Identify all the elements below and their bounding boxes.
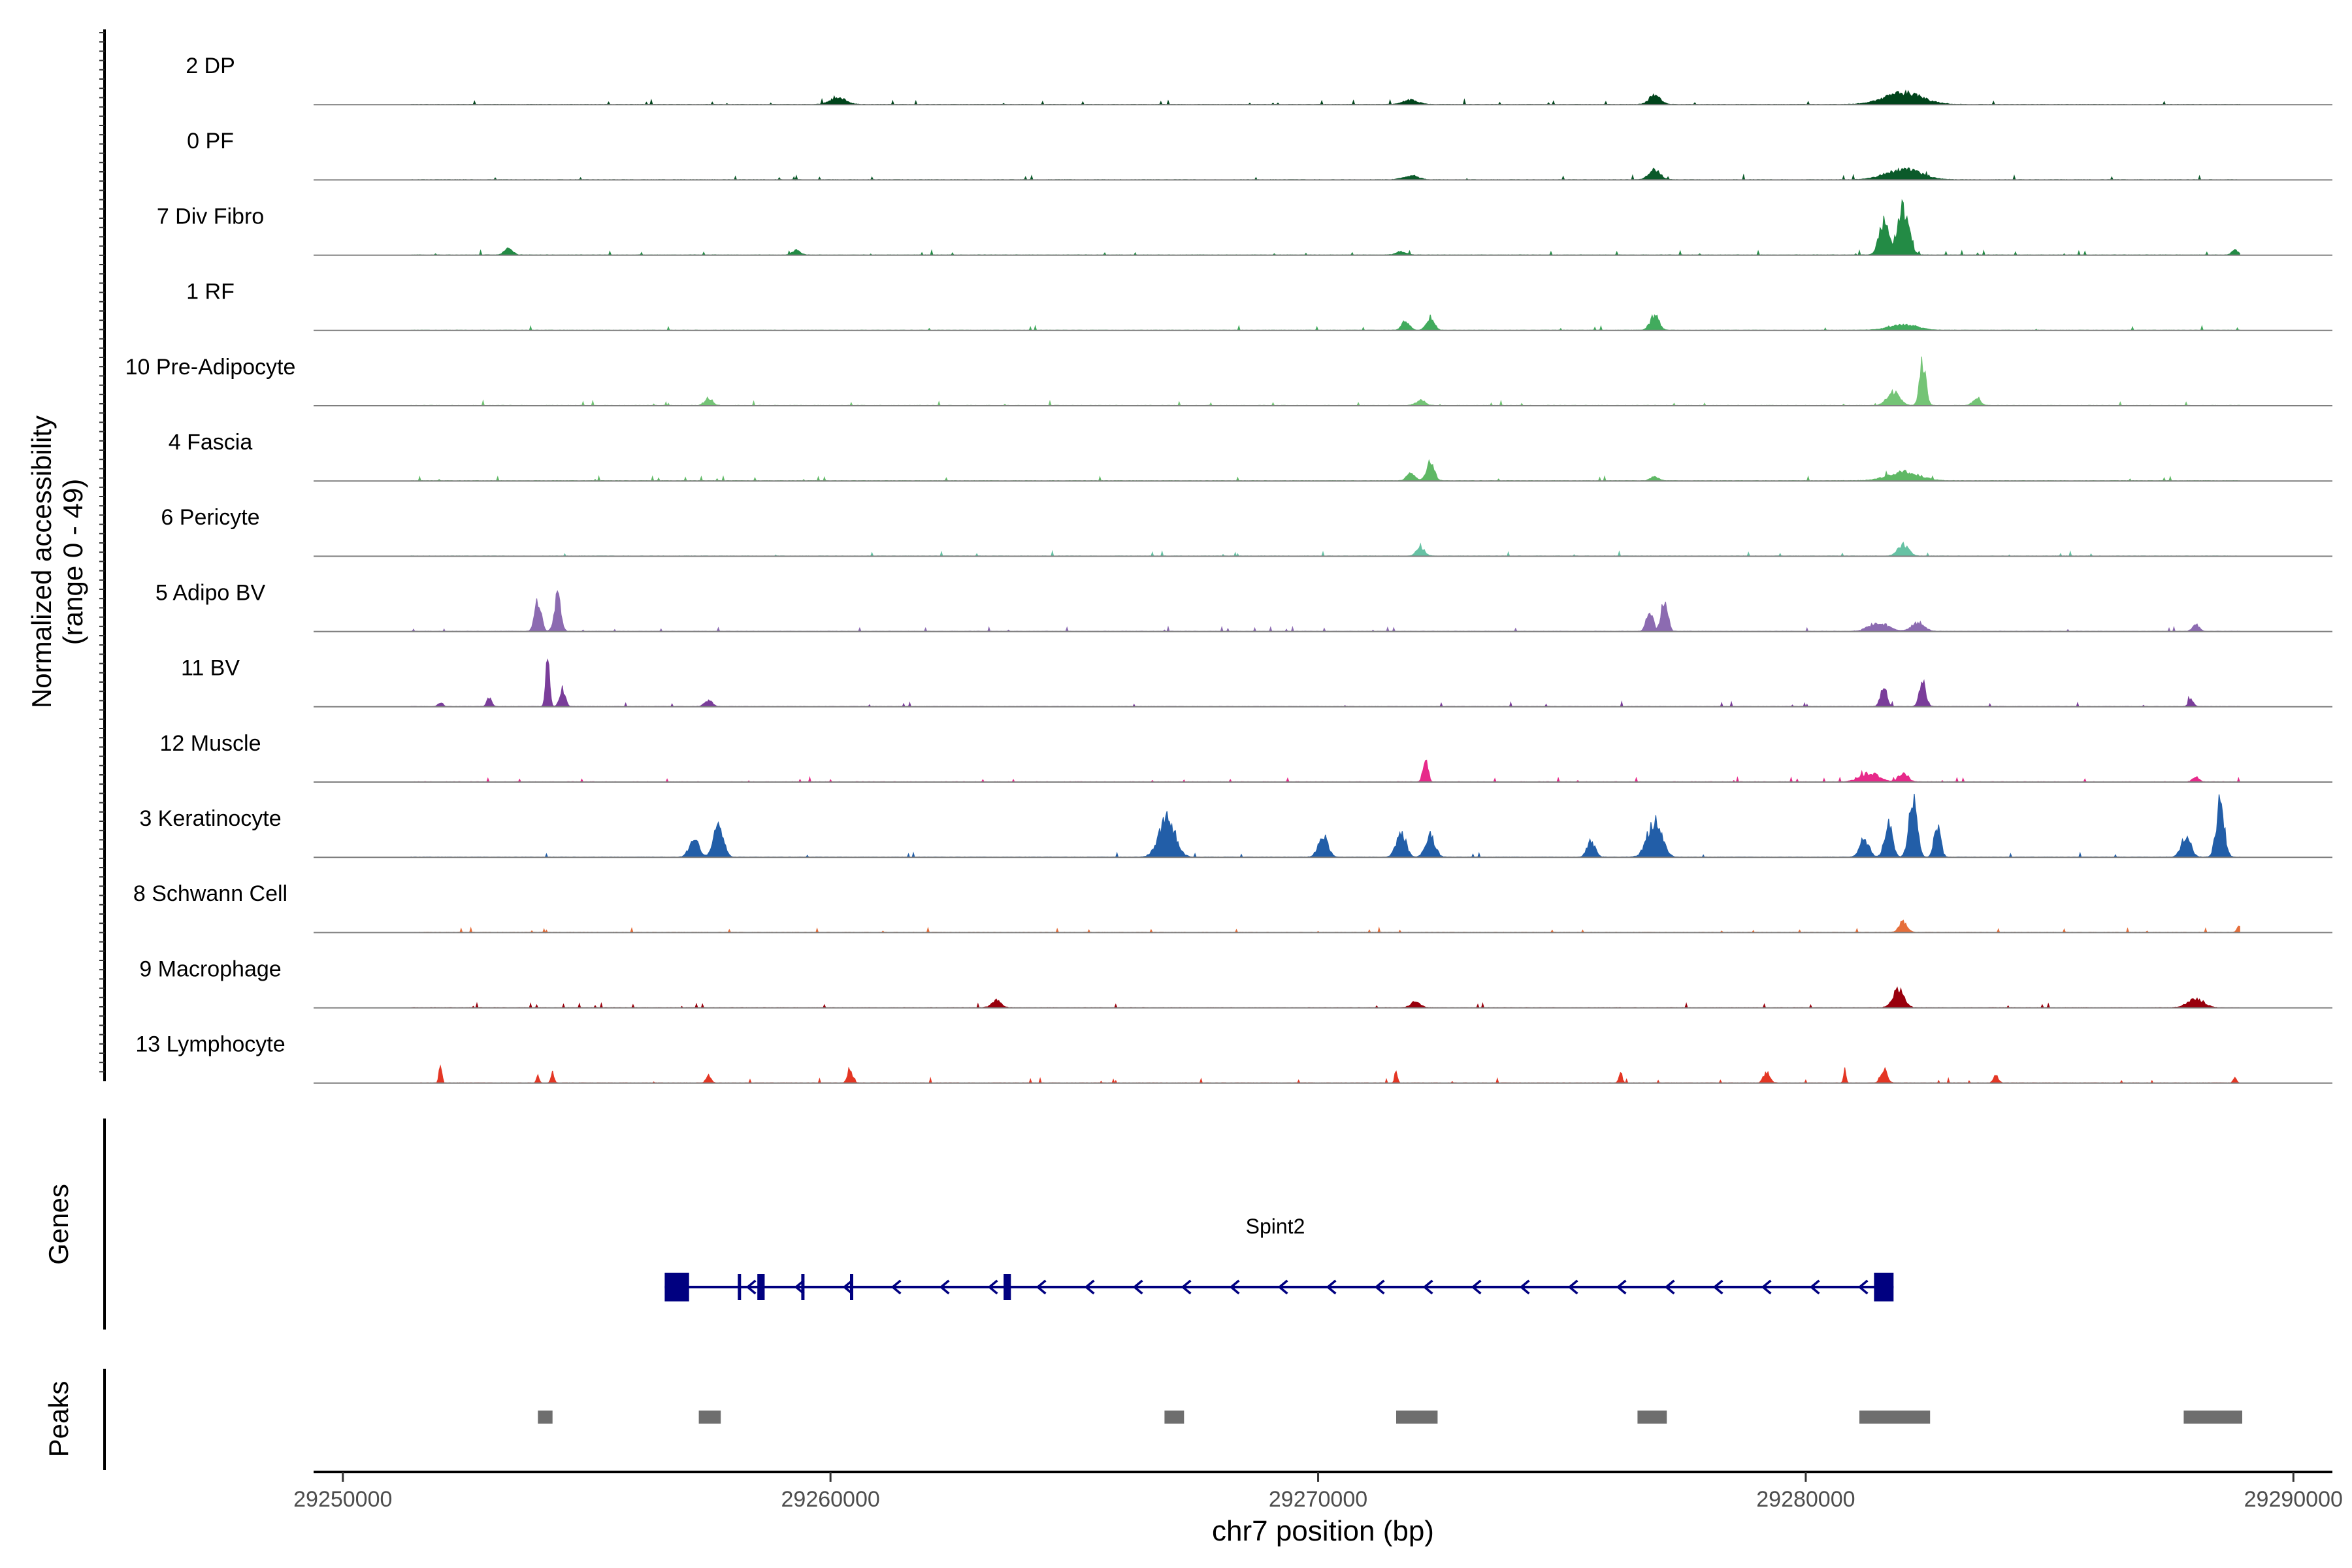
y-axis-label-line2: (range 0 - 49) [57,479,88,645]
strand-arrow-icon [1374,1279,1385,1295]
strand-arrow-icon [1422,1279,1433,1295]
track-label: 3 Keratinocyte [139,806,281,831]
peak-region-bar [1859,1411,1931,1424]
track-label: 1 RF [186,280,235,304]
coverage-area [410,919,2240,934]
strand-arrow-icon [1471,1279,1482,1295]
strand-arrow-icon [1229,1279,1240,1295]
track-label: 0 PF [187,129,234,154]
coverage-area [410,459,2240,482]
strand-arrow-icon [1132,1279,1143,1295]
coverage-area [410,314,2240,331]
strand-arrow-icon [1181,1279,1192,1295]
strand-arrow-icon [1809,1279,1820,1295]
strand-arrow-icon [1277,1279,1288,1295]
coverage-area [410,793,2240,858]
strand-arrow-icon [1712,1279,1723,1295]
coverage-area [410,356,2240,407]
strand-arrow-icon [794,1279,805,1295]
coverage-area [410,590,2240,632]
strand-arrow-icon [987,1279,998,1295]
track-label: 7 Div Fibro [157,204,264,229]
x-tick-label: 29250000 [293,1487,392,1512]
coverage-area [410,658,2240,708]
track-label: 10 Pre-Adipocyte [125,355,296,380]
coverage-area [410,199,2240,256]
coverage-area [410,167,2240,181]
coverage-area [410,542,2240,557]
exon-block [850,1274,853,1300]
peaks-axis-label: Peaks [43,1381,74,1458]
x-tick-label: 29260000 [781,1487,880,1512]
strand-arrow-icon [745,1279,757,1295]
peak-region-bar [1637,1411,1667,1424]
strand-arrow-icon [1326,1279,1337,1295]
y-axis-minor-ticks [99,32,105,1073]
strand-arrow-icon [1761,1279,1772,1295]
peak-region-bar [2183,1411,2242,1424]
y-axis-label-line1: Normalized accessibility [26,416,57,708]
strand-arrow-icon [1036,1279,1047,1295]
x-axis-ticks: 29250000 29260000 29270000 29280000 29290000 [293,1472,2343,1512]
strand-arrow-icon [890,1279,902,1295]
track-labels: 2 DP 0 PF 7 Div Fibro 1 RF 10 Pre-Adipocyte 4… [125,54,296,1057]
strand-arrow-icon [1519,1279,1530,1295]
strand-arrow-icon [1567,1279,1578,1295]
track-label: 9 Macrophage [139,956,281,981]
peak-regions [538,1411,2242,1424]
exon-block [1874,1273,1894,1301]
exon-block [664,1273,689,1301]
track-label: 8 Schwann Cell [133,881,287,906]
track-label: 12 Muscle [160,731,261,756]
strand-arrow-icon [842,1279,853,1295]
x-tick-label: 29270000 [1269,1487,1367,1512]
strand-arrow-icon [1664,1279,1675,1295]
strand-arrow-icon [1616,1279,1627,1295]
track-label: 11 BV [181,656,240,681]
track-label: 2 DP [186,54,235,78]
exon-block [757,1274,765,1300]
track-label: 5 Adipo BV [155,580,266,605]
gene-track [664,1273,1894,1301]
coverage-area [410,759,2240,783]
peak-region-bar [538,1411,553,1424]
strand-arrow-icon [939,1279,950,1295]
strand-arrow-icon [1857,1279,1869,1295]
peak-region-bar [1164,1411,1184,1424]
peak-region-bar [698,1411,721,1424]
gene-name-label: Spint2 [1246,1215,1305,1238]
coverage-area [410,90,2240,105]
track-label: 13 Lymphocyte [135,1032,285,1057]
exon-block [1004,1274,1011,1300]
x-tick-label: 29290000 [2244,1487,2343,1512]
coverage-area [410,1064,2240,1085]
track-label: 6 Pericyte [161,505,259,530]
track-label: 4 Fascia [169,430,253,455]
genes-axis-label: Genes [43,1184,74,1265]
x-axis-label: chr7 position (bp) [1212,1515,1434,1547]
peak-region-bar [1396,1411,1438,1424]
coverage-area [410,986,2240,1009]
strand-arrow-icon [1084,1279,1095,1295]
coverage-tracks [314,90,2332,1085]
exon-block [738,1274,742,1300]
x-tick-label: 29280000 [1756,1487,1855,1512]
exon-block [801,1274,805,1300]
